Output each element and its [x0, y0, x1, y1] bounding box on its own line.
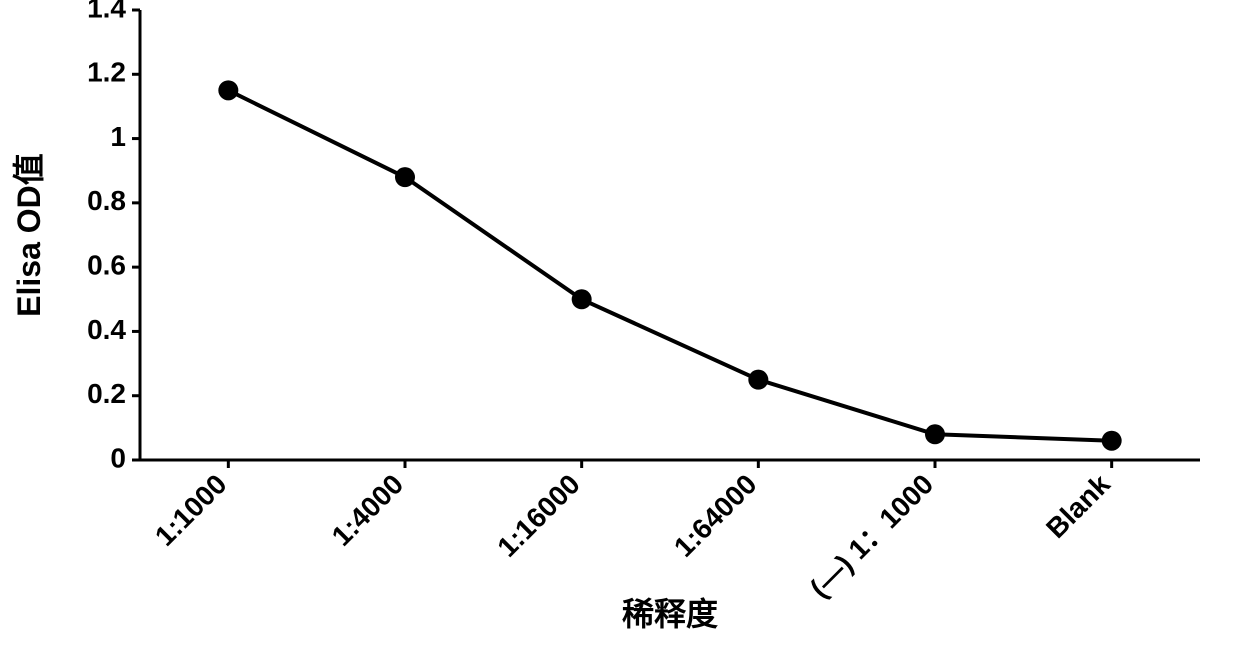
x-tick-label: 1:16000: [491, 468, 586, 563]
y-tick-label: 1.2: [87, 57, 126, 88]
data-marker: [395, 167, 415, 187]
data-marker: [748, 370, 768, 390]
x-axis-title: 稀释度: [622, 596, 718, 632]
x-tick-label: (—) 1：1000: [804, 468, 939, 603]
data-marker: [572, 289, 592, 309]
data-line: [228, 90, 1111, 440]
y-tick-label: 0.2: [87, 378, 126, 409]
y-tick-label: 1.4: [87, 0, 126, 23]
y-tick-label: 0: [110, 442, 126, 473]
y-tick-label: 1: [110, 121, 126, 152]
data-marker: [1102, 431, 1122, 451]
y-tick-label: 0.6: [87, 250, 126, 281]
x-tick-label: 1:1000: [149, 468, 233, 552]
y-tick-label: 0.4: [87, 314, 126, 345]
x-tick-label: Blank: [1040, 468, 1116, 544]
y-axis-title: Elisa OD值: [11, 153, 47, 317]
x-tick-label: 1:64000: [668, 468, 763, 563]
elisa-chart: 0 0.2 0.4 0.6 0.8 1 1.2 1.4 1:1000 1:4000 1:16000 1…: [0, 0, 1240, 653]
x-tick-label: 1:4000: [326, 468, 410, 552]
chart-svg: 0 0.2 0.4 0.6 0.8 1 1.2 1.4 1:1000 1:4000 1:16000 1…: [0, 0, 1240, 653]
y-tick-label: 0.8: [87, 185, 126, 216]
data-marker: [925, 424, 945, 444]
data-marker: [218, 80, 238, 100]
